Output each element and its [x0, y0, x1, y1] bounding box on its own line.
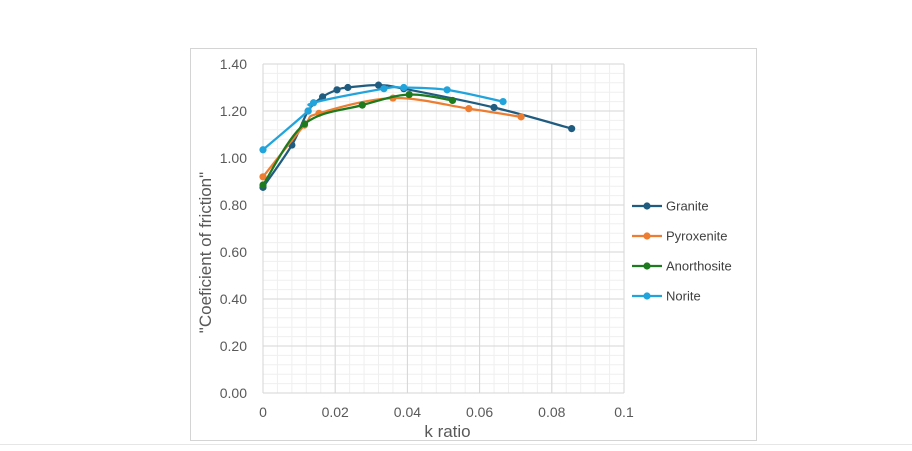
- data-point-anorthosite: [358, 101, 366, 109]
- chart-frame: [190, 48, 757, 441]
- series-line-norite: [261, 85, 505, 151]
- data-point-anorthosite: [259, 181, 267, 189]
- y-axis-title: "Coeficient of friction": [196, 172, 215, 333]
- data-point-pyroxenite: [517, 113, 525, 121]
- legend-swatch-marker-granite: [643, 202, 651, 210]
- data-point-norite: [309, 99, 318, 107]
- legend: Granite Pyroxenite Anorthosite Norite: [632, 199, 732, 304]
- data-point-pyroxenite: [259, 173, 267, 181]
- legend-swatch-marker-anorthosite: [643, 262, 651, 270]
- series-layer: [259, 81, 576, 191]
- series-anorthosite: [259, 90, 457, 189]
- legend-item-granite: Granite: [632, 199, 709, 214]
- legend-label-pyroxenite: Pyroxenite: [666, 229, 727, 244]
- y-tick-label: 0.60: [220, 244, 247, 260]
- x-tick-label: 0.02: [322, 404, 349, 420]
- y-tick-label: 1.00: [220, 150, 247, 166]
- legend-label-granite: Granite: [666, 199, 709, 214]
- x-tick-label: 0.04: [394, 404, 421, 420]
- data-point-granite: [333, 86, 341, 94]
- legend-label-anorthosite: Anorthosite: [666, 259, 732, 274]
- x-tick-label: 0.1: [614, 404, 634, 420]
- legend-swatch-marker-norite: [643, 292, 651, 300]
- x-axis-title: k ratio: [424, 422, 470, 441]
- legend-item-norite: Norite: [632, 289, 701, 304]
- data-point-granite: [374, 81, 383, 89]
- data-point-granite: [490, 103, 498, 112]
- y-tick-label: 0.80: [220, 197, 247, 213]
- data-point-anorthosite: [300, 120, 309, 128]
- data-point-norite: [400, 83, 408, 92]
- legend-label-norite: Norite: [666, 289, 701, 304]
- y-tick-label: 1.20: [220, 103, 247, 119]
- legend-swatch-marker-pyroxenite: [643, 232, 651, 240]
- page-divider: [0, 444, 912, 445]
- axis-layer: 0 0.02 0.04 0.06 0.08 0.1 0.00 0.20 0.40 0.60 0.80…: [220, 56, 634, 420]
- y-tick-label: 0.20: [220, 338, 247, 354]
- data-point-anorthosite: [405, 90, 413, 99]
- legend-item-pyroxenite: Pyroxenite: [632, 229, 727, 244]
- data-point-norite: [499, 98, 507, 106]
- data-point-granite: [344, 83, 352, 92]
- x-tick-label: 0: [259, 404, 267, 420]
- series-norite: [259, 83, 507, 154]
- data-point-norite: [259, 146, 267, 154]
- data-point-pyroxenite: [465, 105, 473, 113]
- y-tick-label: 0.40: [220, 291, 247, 307]
- legend-item-anorthosite: Anorthosite: [632, 259, 732, 274]
- y-tick-label: 1.40: [220, 56, 247, 72]
- series-line-pyroxenite: [261, 96, 523, 178]
- x-tick-label: 0.06: [466, 404, 493, 420]
- data-point-norite: [304, 107, 312, 115]
- data-point-norite: [443, 86, 451, 94]
- data-point-granite: [568, 125, 576, 133]
- data-point-norite: [380, 85, 388, 93]
- x-tick-label: 0.08: [538, 404, 565, 420]
- data-point-granite: [318, 93, 327, 101]
- data-point-anorthosite: [448, 96, 457, 105]
- y-tick-label: 0.00: [220, 385, 247, 401]
